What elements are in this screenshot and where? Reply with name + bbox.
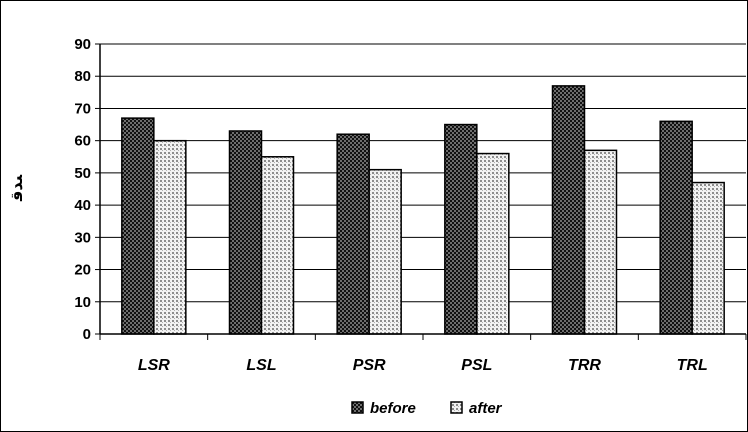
bar-before-trr: [551, 85, 586, 335]
y-axis: 0 10 20 30 40 50 60 70 80 90: [74, 36, 101, 343]
bar-after-lsl: [260, 156, 295, 335]
y-tick-label: 0: [83, 326, 91, 343]
y-tick-label: 90: [74, 36, 91, 53]
x-tick-label: TRL: [677, 357, 708, 374]
bar-before-psr: [336, 133, 370, 335]
bar-before-lsl: [228, 130, 263, 335]
y-tick-label: 30: [74, 229, 91, 246]
x-tick-label: PSR: [353, 357, 386, 374]
legend: before after: [351, 400, 503, 417]
x-axis: LSR LSL PSR PSL TRR TRL: [99, 333, 747, 374]
y-tick-label: 10: [74, 294, 91, 311]
bar-before-lsr: [121, 117, 155, 335]
legend-swatch-after: [450, 401, 463, 414]
bar-after-trr: [583, 149, 618, 335]
y-tick-label: 80: [74, 68, 91, 85]
x-tick-label: PSL: [461, 357, 492, 374]
x-tick-label: LSR: [138, 357, 170, 374]
bar-after-lsr: [153, 139, 187, 335]
legend-swatch-before: [351, 401, 364, 414]
y-tick-label: 40: [74, 197, 91, 214]
bars: [121, 85, 725, 335]
bar-before-psl: [444, 123, 478, 335]
x-tick-label: LSL: [246, 357, 276, 374]
bar-after-trl: [691, 181, 725, 335]
x-tick-label: TRR: [568, 357, 601, 374]
legend-label-after: after: [469, 400, 503, 417]
gridlines: [100, 43, 746, 303]
y-tick-label: 60: [74, 133, 91, 150]
y-tick-label: 50: [74, 165, 91, 182]
bar-after-psr: [368, 168, 402, 335]
bar-after-psl: [476, 152, 510, 335]
y-tick-label: 20: [74, 262, 91, 279]
y-tick-label: 70: [74, 100, 91, 117]
legend-label-before: before: [370, 400, 416, 417]
bar-before-trl: [659, 120, 693, 335]
y-axis-title: ﯩﺪﻗ: [7, 174, 26, 202]
